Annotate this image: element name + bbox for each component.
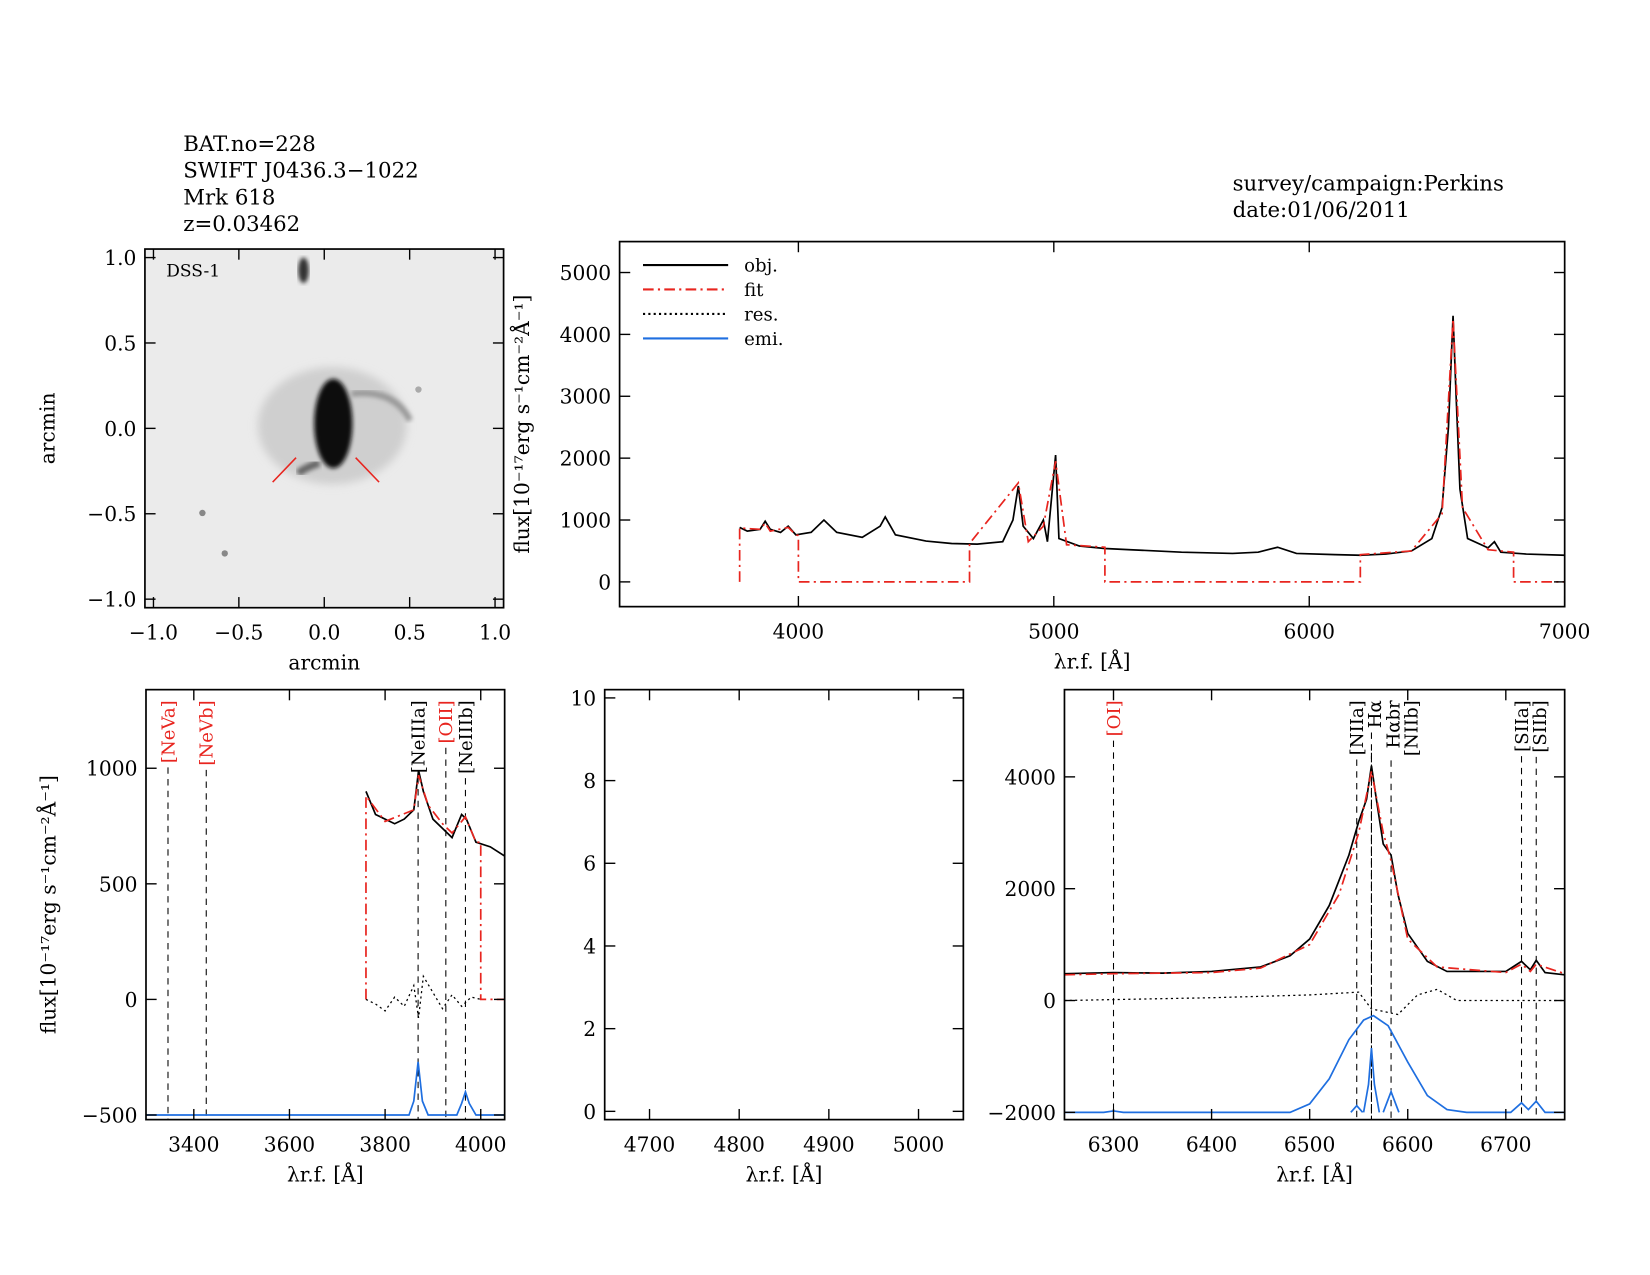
y-axis-label: arcmin <box>35 393 59 465</box>
y-tick-label: 2 <box>583 1017 596 1041</box>
header-line: Mrk 618 <box>183 185 275 210</box>
y-tick-label: 10 <box>570 686 596 710</box>
x-axis-label: λr.f. [Å] <box>1054 648 1131 673</box>
line-label: [OI] <box>1104 700 1125 736</box>
frame <box>618 240 1566 608</box>
line-label: [SIIb] <box>1530 700 1551 752</box>
x-tick-label: 4800 <box>713 1133 764 1157</box>
x-tick-label: −1.0 <box>129 621 178 645</box>
y-tick-label: 0 <box>583 1100 596 1124</box>
y-tick-label: −500 <box>82 1103 138 1127</box>
line-label: [NeIIIb] <box>456 700 477 774</box>
x-tick-label: −0.5 <box>214 621 263 645</box>
x-axis-label: λr.f. [Å] <box>746 1161 823 1186</box>
survey: survey/campaign:Perkins <box>1233 172 1504 197</box>
legend-label: res. <box>744 304 778 325</box>
series-line <box>365 974 481 1018</box>
line-label: Hαbr <box>1383 700 1404 749</box>
frame <box>603 688 965 1121</box>
x-tick-label: 5000 <box>893 1133 944 1157</box>
y-tick-label: 1.0 <box>104 246 136 270</box>
line-label: [NIIb] <box>1401 700 1422 756</box>
legend-label: obj. <box>744 255 778 276</box>
panel-label: DSS-1 <box>166 262 220 282</box>
y-tick-label: −2000 <box>988 1101 1056 1125</box>
y-tick-label: 0.0 <box>104 417 136 441</box>
y-tick-label: −0.5 <box>87 502 136 526</box>
header-line: BAT.no=228 <box>183 132 316 157</box>
y-tick-label: 3000 <box>560 385 611 409</box>
x-tick-label: 0.5 <box>394 621 426 645</box>
plot-area <box>1064 732 1565 1120</box>
line-label: Hα <box>1365 700 1386 728</box>
x-tick-label: 5000 <box>1028 620 1079 644</box>
x-tick-label: 6500 <box>1284 1133 1335 1157</box>
y-tick-label: 1000 <box>86 757 137 781</box>
date: date:01/06/2011 <box>1233 198 1410 223</box>
y-axis-label: flux[10⁻¹⁷erg s⁻¹cm⁻²Å⁻¹] <box>509 295 534 554</box>
y-tick-label: 5000 <box>560 261 611 285</box>
x-tick-label: 1.0 <box>479 621 511 645</box>
y-tick-label: 2000 <box>560 447 611 471</box>
dss-image <box>144 249 504 608</box>
y-tick-label: 4000 <box>1004 765 1055 789</box>
y-tick-label: 8 <box>583 769 596 793</box>
x-tick-label: 4000 <box>773 620 824 644</box>
x-tick-label: 6400 <box>1186 1133 1237 1157</box>
series-line <box>365 770 505 857</box>
y-tick-label: 2000 <box>1004 877 1055 901</box>
y-axis-label: flux[10⁻¹⁷erg s⁻¹cm⁻²Å⁻¹] <box>36 775 61 1034</box>
x-tick-label: 6700 <box>1480 1133 1531 1157</box>
x-tick-label: 4000 <box>455 1133 506 1157</box>
line-label: [SIIa] <box>1512 700 1533 752</box>
line-label: [NIIa] <box>1347 700 1368 755</box>
series-line <box>365 774 505 1001</box>
y-tick-label: −1.0 <box>87 588 136 612</box>
y-tick-label: 4000 <box>560 323 611 347</box>
y-tick-label: 6 <box>583 852 596 876</box>
frame <box>1063 688 1566 1121</box>
series-line <box>145 1061 505 1116</box>
y-tick-label: 0 <box>598 570 611 594</box>
series-line <box>1064 765 1565 976</box>
line-label: [OII] <box>436 700 457 743</box>
series-line <box>738 318 1565 583</box>
header-line: SWIFT J0436.3−1022 <box>183 159 418 184</box>
y-tick-label: 4 <box>583 934 596 958</box>
series-line <box>1064 771 1565 976</box>
legend-label: fit <box>744 280 764 301</box>
x-tick-label: 3400 <box>168 1133 219 1157</box>
x-tick-label: 3600 <box>264 1133 315 1157</box>
x-axis-label: arcmin <box>288 650 360 674</box>
plot-area <box>738 315 1565 583</box>
y-tick-label: 0 <box>125 988 138 1012</box>
x-axis-label: λr.f. [Å] <box>1276 1161 1353 1186</box>
x-tick-label: 4900 <box>803 1133 854 1157</box>
series-line <box>739 315 1565 557</box>
y-tick-label: 0.5 <box>104 331 136 355</box>
x-tick-label: 7000 <box>1539 620 1590 644</box>
x-tick-label: 6300 <box>1088 1133 1139 1157</box>
y-tick-label: 500 <box>99 872 138 896</box>
x-tick-label: 0.0 <box>308 621 340 645</box>
x-tick-label: 6000 <box>1284 620 1335 644</box>
line-label: [NeVb] <box>197 700 218 765</box>
x-tick-label: 3800 <box>359 1133 410 1157</box>
frame <box>145 688 506 1121</box>
legend-label: emi. <box>744 329 783 350</box>
series-line <box>1064 1014 1565 1114</box>
x-axis-label: λr.f. [Å] <box>287 1161 364 1186</box>
y-tick-label: 0 <box>1043 989 1056 1013</box>
x-tick-label: 6600 <box>1382 1133 1433 1157</box>
plot-area <box>145 747 505 1120</box>
line-label: [NeIIIa] <box>408 700 429 773</box>
y-tick-label: 1000 <box>560 508 611 532</box>
frame <box>144 248 505 609</box>
x-tick-label: 4700 <box>624 1133 675 1157</box>
header-line: z=0.03462 <box>183 212 300 237</box>
line-label: [NeVa] <box>158 700 179 763</box>
